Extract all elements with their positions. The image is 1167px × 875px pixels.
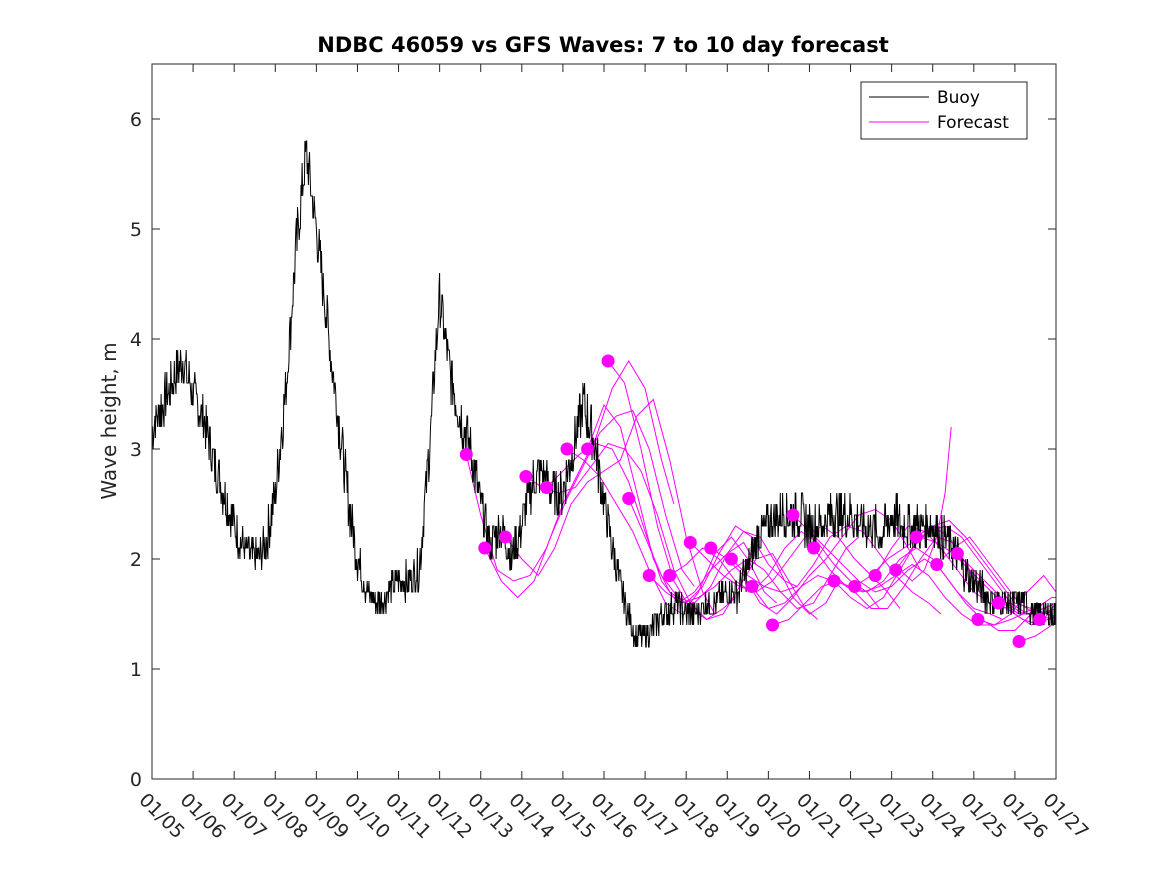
x-tick-label: 01/20 (751, 789, 805, 843)
y-tick-label: 1 (130, 659, 142, 681)
forecast-marker (848, 580, 862, 593)
y-tick-label: 5 (130, 219, 142, 241)
y-tick-label: 2 (130, 549, 142, 571)
forecast-line (465, 360, 675, 582)
x-tick-label: 01/10 (340, 789, 394, 843)
forecast-line (833, 547, 1045, 631)
forecast-line (607, 360, 819, 621)
y-tick-label: 6 (130, 109, 142, 131)
x-tick-label: 01/18 (669, 789, 723, 843)
forecast-marker (663, 569, 677, 582)
x-tick-label: 01/26 (997, 789, 1051, 843)
forecast-marker (519, 470, 533, 483)
forecast-marker (704, 541, 718, 555)
x-tick-label: 01/25 (956, 789, 1010, 843)
forecast-line (899, 426, 952, 582)
forecast-marker (683, 536, 697, 549)
legend: Buoy Forecast (860, 81, 1028, 140)
buoy-series (152, 140, 1056, 648)
forecast-line (689, 525, 901, 609)
forecast-marker (827, 574, 841, 588)
forecast-marker (930, 558, 944, 571)
x-tick-label: 01/23 (874, 789, 928, 843)
x-tick-label: 01/15 (545, 789, 599, 843)
plot-frame (151, 63, 1057, 780)
x-tick-label: 01/14 (504, 789, 558, 843)
forecast-marker (807, 541, 821, 555)
forecast-marker (971, 613, 985, 626)
forecast-marker (889, 563, 903, 577)
forecast-marker (1033, 613, 1047, 626)
x-tick-label: 01/11 (381, 789, 435, 843)
legend-buoy-label: Buoy (937, 88, 980, 108)
plot-background (152, 64, 1056, 779)
legend-forecast-label: Forecast (937, 113, 1009, 133)
forecast-marker (622, 492, 636, 505)
forecast-marker (766, 618, 779, 632)
forecast-marker (601, 354, 615, 368)
legend-box (860, 81, 1028, 140)
forecast-marker (478, 541, 492, 555)
x-tick-label: 01/12 (422, 789, 476, 843)
x-tick-label: 01/09 (299, 789, 353, 843)
x-tick-label: 01/24 (915, 789, 969, 843)
forecast-line (587, 403, 798, 604)
forecast-marker (642, 569, 656, 582)
forecast-line (628, 498, 839, 615)
forecast-marker (540, 481, 553, 494)
buoy-line (152, 140, 1056, 648)
forecast-marker (950, 547, 964, 560)
y-tick-label: 4 (130, 329, 142, 351)
x-tick-label: 01/07 (217, 789, 271, 843)
forecast-line (998, 602, 1056, 626)
forecast-line (648, 536, 860, 610)
forecast-markers (459, 354, 1047, 648)
forecast-line (504, 398, 716, 615)
forecast-marker (745, 580, 759, 593)
forecast-line (792, 514, 1003, 620)
x-tick-label: 01/17 (628, 789, 682, 843)
forecast-marker (560, 442, 574, 456)
y-tick-label: 3 (130, 439, 142, 461)
x-tick-label: 01/16 (586, 789, 640, 843)
x-tick-label: 01/19 (710, 789, 764, 843)
x-tick-label: 01/08 (258, 789, 312, 843)
forecast-marker (498, 530, 512, 544)
forecast-line (936, 536, 1056, 626)
forecast-marker (459, 448, 473, 461)
x-tick-label: 01/06 (176, 789, 230, 843)
x-tick-label: 01/05 (134, 789, 188, 843)
x-tick-label: 01/22 (833, 789, 887, 843)
y-tick-label: 0 (130, 769, 142, 791)
forecast-marker (724, 552, 738, 566)
y-axis-label: Wave height, m (97, 342, 121, 499)
forecast-marker (581, 442, 595, 456)
forecast-marker (1012, 635, 1026, 648)
forecast-marker (868, 569, 882, 582)
x-tick-label: 01/27 (1038, 789, 1092, 843)
forecast-marker (786, 508, 800, 522)
x-tick-label: 01/21 (792, 789, 846, 843)
forecast-marker (992, 596, 1005, 610)
x-tick-label: 01/13 (463, 789, 517, 843)
chart-title: NDBC 46059 vs GFS Waves: 7 to 10 day for… (317, 33, 888, 57)
forecast-marker (909, 530, 923, 544)
y-axis-ticks: 0 1 2 3 4 5 6 (130, 109, 1056, 791)
